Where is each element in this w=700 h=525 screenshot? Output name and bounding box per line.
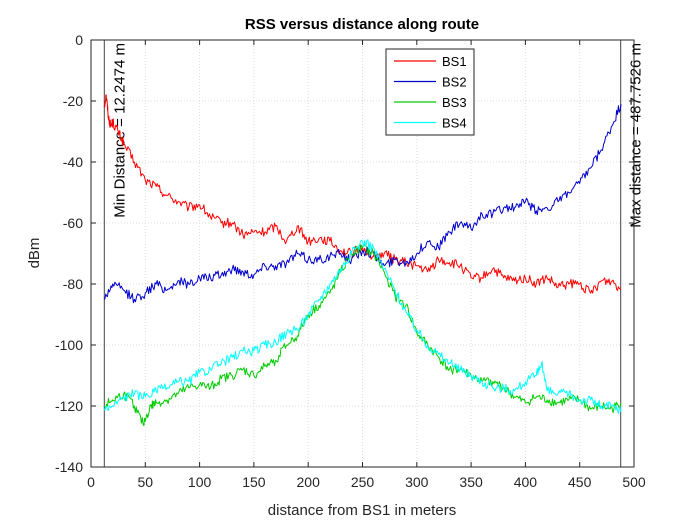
y-tick-label: -100: [55, 337, 83, 353]
boundary-label: Max distance = 487.7526 m: [628, 43, 645, 228]
x-tick-label: 400: [514, 474, 538, 490]
series-lines: [103, 94, 622, 427]
x-tick-label: 150: [242, 474, 266, 490]
series-line-bs1: [103, 94, 622, 294]
y-tick-label: 0: [75, 32, 83, 48]
y-tick-label: -40: [63, 154, 83, 170]
series-line-bs4: [103, 239, 622, 414]
y-axis-label: dBm: [26, 238, 43, 269]
x-tick-label: 450: [568, 474, 592, 490]
y-tick-label: -60: [63, 215, 83, 231]
legend-box: [385, 48, 475, 136]
x-tick-label: 300: [405, 474, 429, 490]
series-line-bs2: [103, 104, 622, 304]
x-tick-label: 250: [351, 474, 375, 490]
grid: [91, 40, 634, 467]
x-axis-label: distance from BS1 in meters: [268, 502, 456, 519]
x-tick-label: 100: [188, 474, 212, 490]
y-tick-label: -20: [63, 93, 83, 109]
x-tick-label: 50: [138, 474, 154, 490]
axis-ticks: 0 50 100 150 200 250 300 350 400 450 500 -140 -120 -1…: [55, 32, 646, 490]
chart-title: RSS versus distance along route: [245, 16, 479, 33]
boundary-lines: Min Distance = 12.2474 m Max distance = 4…: [103, 40, 645, 467]
legend-label-bs1: BS1: [442, 54, 467, 69]
y-tick-label: -140: [55, 459, 83, 475]
x-tick-label: 350: [459, 474, 483, 490]
x-tick-label: 500: [622, 474, 646, 490]
legend-label-bs3: BS3: [442, 95, 467, 110]
y-tick-label: -80: [63, 276, 83, 292]
y-tick-label: -120: [55, 398, 83, 414]
legend-label-bs4: BS4: [442, 116, 467, 131]
legend: BS1 BS2 BS3 BS4: [385, 48, 475, 136]
x-tick-label: 0: [87, 474, 95, 490]
x-tick-label: 200: [297, 474, 321, 490]
legend-label-bs2: BS2: [442, 75, 467, 90]
